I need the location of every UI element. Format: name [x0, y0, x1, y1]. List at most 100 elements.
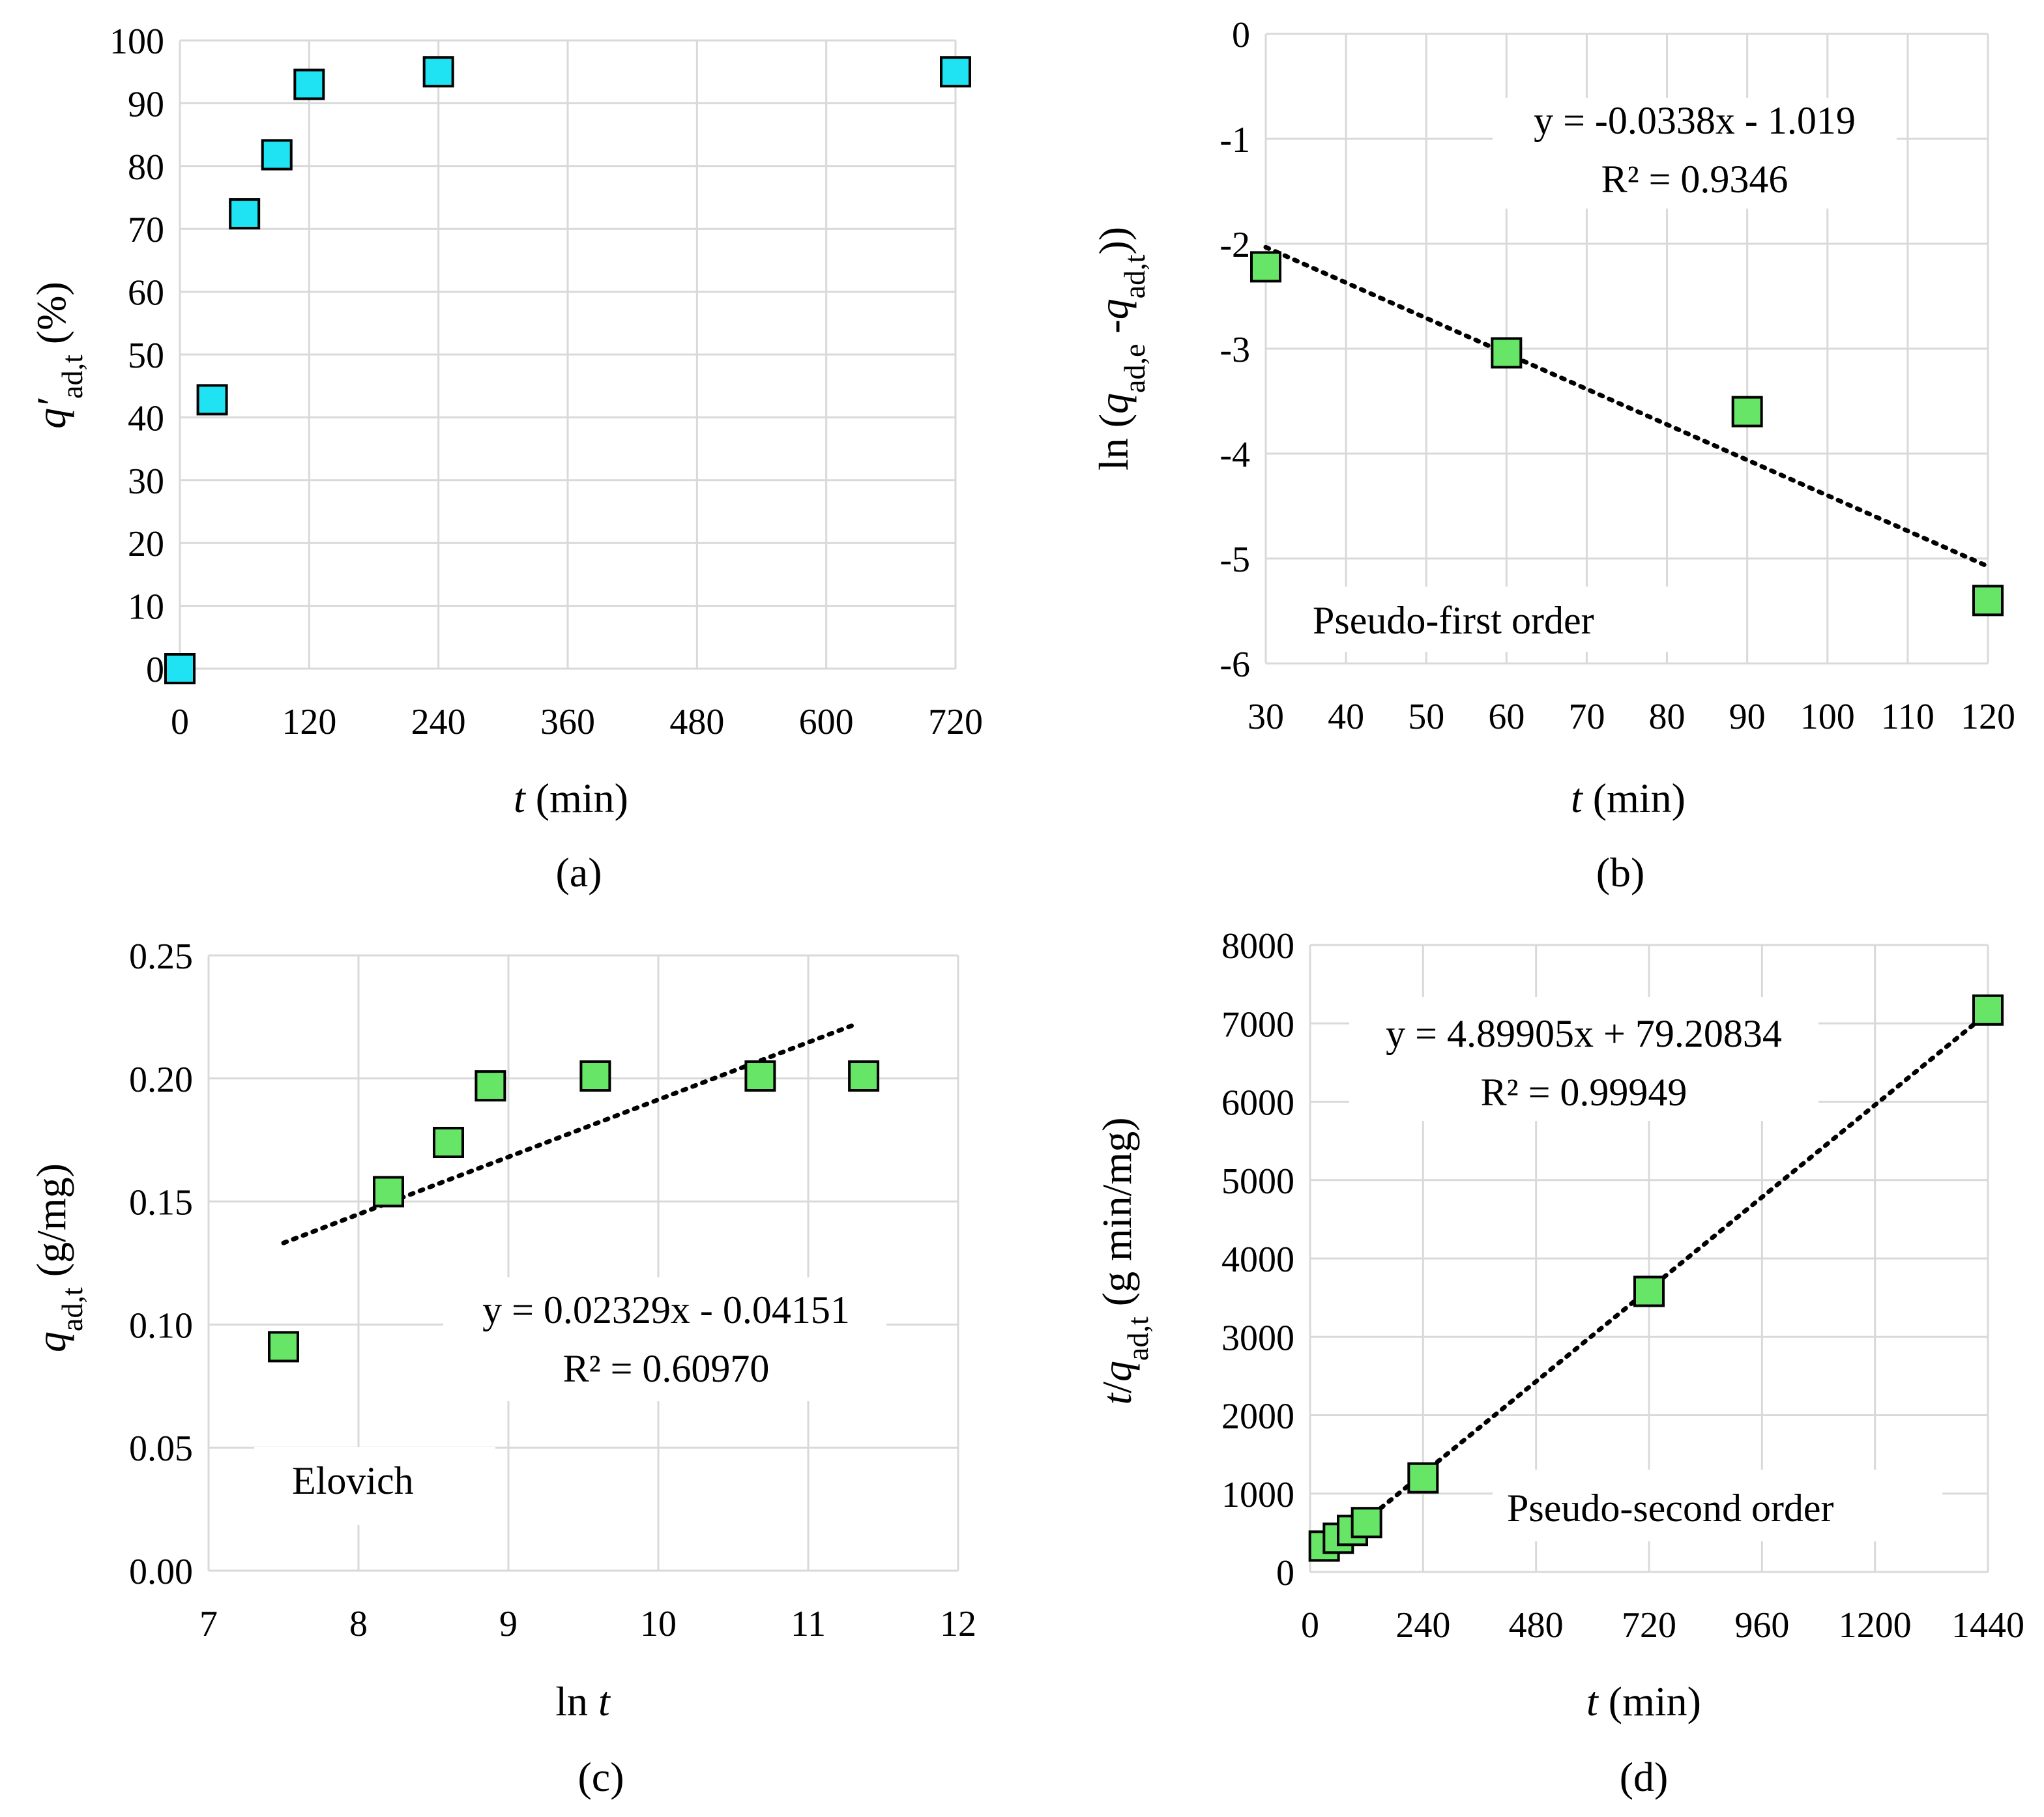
panel-b-trendline-layer [1263, 244, 1991, 569]
panel-c-y-tick-label: 0.00 [129, 1552, 193, 1592]
panel-b-data-point [1972, 585, 2004, 617]
panel-b-x-tick-label: 30 [1248, 697, 1284, 737]
panel-d-x-ticks: 0 240 480 720 960 1200 1440 [1301, 1605, 2024, 1646]
panel-a-x-tick-label: 480 [669, 702, 724, 742]
panel-a-y-tick-label: 80 [128, 147, 164, 188]
panel-c-x-tick-label: 11 [791, 1604, 826, 1644]
panel-b-x-tick-label: 40 [1328, 697, 1364, 737]
panel-b-y-axis-title: ln (qad,e -qad,t)) [1090, 227, 1151, 471]
panel-b-label: (b) [1596, 849, 1645, 895]
panel-a-x-tick-label: 240 [411, 702, 466, 742]
panel-a-data-point [229, 198, 261, 230]
panel-c-model-label-background [254, 1447, 495, 1525]
panel-c-x-tick-label: 12 [940, 1604, 976, 1644]
panel-b-y-tick-label: 0 [1232, 15, 1250, 55]
panel-d-x-tick-label: 1200 [1839, 1605, 1912, 1646]
panel-b-y-ticks: 0 -1 -2 -3 -4 -5 -6 [1219, 15, 1250, 685]
panel-a-data-point [293, 68, 325, 100]
panel-c-label: (c) [577, 1754, 624, 1800]
panel-a-data-point [422, 56, 454, 88]
panel-b-y-tick-label: -3 [1219, 330, 1250, 370]
panel-c-r-squared: R² = 0.60970 [563, 1347, 770, 1390]
panel-b-data-point [1491, 337, 1523, 369]
panel-d-y-tick-label: 2000 [1221, 1397, 1294, 1437]
panel-a-y-tick-label: 90 [128, 84, 164, 124]
panel-c-x-tick-label: 7 [199, 1604, 218, 1644]
panel-a: 0 120 240 360 480 600 720 0 10 20 30 40 50 60 70 80 90 1… [28, 22, 983, 895]
panel-c-y-axis-title: qad,t (g/mg) [28, 1163, 89, 1352]
panel-a-y-tick-label: 10 [128, 587, 164, 628]
panel-b-model-label-background [1297, 587, 1721, 652]
panel-d-y-axis-title: t/qad,t (g min/mg) [1094, 1117, 1154, 1404]
panel-b-x-tick-label: 50 [1408, 697, 1444, 737]
panel-a-y-tick-label: 50 [128, 336, 164, 376]
panel-a-x-ticks: 0 120 240 360 480 600 720 [171, 702, 983, 742]
panel-d-data-point [1633, 1275, 1665, 1307]
panel-d-y-tick-label: 0 [1276, 1553, 1294, 1593]
panel-c-x-tick-label: 9 [499, 1604, 518, 1644]
panel-a-y-tick-label: 40 [128, 398, 164, 439]
panel-d-y-tick-label: 6000 [1221, 1083, 1294, 1124]
panel-a-x-axis-title: t (min) [514, 775, 628, 821]
panel-a-y-ticks: 0 10 20 30 40 50 60 70 80 90 100 [110, 22, 164, 690]
panel-d-x-tick-label: 720 [1622, 1605, 1676, 1646]
panel-c-x-tick-label: 10 [640, 1604, 677, 1644]
panel-a-data-point [940, 56, 971, 88]
panel-b-model-label: Pseudo-first order [1313, 599, 1594, 642]
panel-b-data-point [1250, 251, 1281, 283]
panel-c-data-point [268, 1331, 299, 1363]
panel-b-x-ticks: 30 40 50 60 70 80 90 100 110 120 [1248, 697, 2015, 737]
panel-d-data-point [1972, 994, 2004, 1026]
panel-d-x-axis-title: t (min) [1586, 1678, 1701, 1724]
panel-c: 7 8 9 10 11 12 0.00 0.05 0.10 0.15 0.20 0.25 y = 0… [28, 937, 976, 1800]
panel-a-x-tick-label: 600 [799, 702, 854, 742]
panel-a-x-tick-label: 360 [540, 702, 595, 742]
panel-c-model-label: Elovich [292, 1459, 414, 1502]
panel-c-x-ticks: 7 8 9 10 11 12 [199, 1604, 976, 1644]
panel-c-equation: y = 0.02329x - 0.04151 [482, 1288, 850, 1331]
panel-b-data-point [1731, 396, 1763, 428]
panel-b-x-tick-label: 90 [1729, 697, 1766, 737]
panel-b-y-tick-label: -6 [1219, 645, 1250, 685]
panel-d: 0 240 480 720 960 1200 1440 0 1000 2000 3000 4000 5… [1094, 926, 2024, 1800]
panel-b-x-tick-label: 120 [1961, 697, 2015, 737]
panel-c-y-tick-label: 0.25 [129, 937, 193, 977]
panel-c-markers [268, 1060, 880, 1363]
panel-a-y-tick-label: 70 [128, 210, 164, 250]
panel-c-equation-background [443, 1277, 886, 1401]
panel-a-y-tick-label: 20 [128, 524, 164, 564]
panel-d-equation: y = 4.89905x + 79.20834 [1386, 1012, 1782, 1055]
panel-d-r-squared: R² = 0.99949 [1481, 1071, 1687, 1114]
panel-a-data-point [261, 139, 293, 171]
panel-c-data-point [848, 1060, 880, 1092]
panel-a-y-axis-title: q′ad,t (%) [28, 282, 89, 429]
panel-a-y-tick-label: 60 [128, 273, 164, 313]
panel-a-x-tick-label: 120 [282, 702, 336, 742]
panel-a-data-point [196, 384, 228, 416]
panel-c-data-point [474, 1070, 506, 1102]
panel-c-x-tick-label: 8 [349, 1604, 368, 1644]
panel-a-x-tick-label: 720 [928, 702, 983, 742]
panel-d-equation-background [1349, 997, 1818, 1121]
panel-a-label: (a) [555, 849, 602, 895]
panel-d-markers [1308, 994, 2004, 1562]
panel-c-x-axis-title: ln t [555, 1678, 611, 1724]
panel-b-y-tick-label: -4 [1219, 435, 1250, 475]
panel-b-trendline [1263, 244, 1991, 569]
panel-b-r-squared: R² = 0.9346 [1601, 158, 1788, 201]
panel-c-data-point [373, 1176, 404, 1208]
panel-c-trendline [281, 1021, 859, 1245]
panel-d-label: (d) [1620, 1754, 1669, 1800]
panel-c-data-point [579, 1060, 611, 1092]
panel-d-y-tick-label: 7000 [1221, 1004, 1294, 1045]
panel-b-equation-background [1493, 98, 1897, 209]
panel-a-data-point [164, 653, 196, 684]
panel-d-x-tick-label: 480 [1509, 1605, 1564, 1646]
panel-b-y-tick-label: -1 [1219, 120, 1250, 160]
panel-b-x-tick-label: 110 [1881, 697, 1934, 737]
panel-c-data-point [744, 1060, 776, 1092]
panel-d-y-tick-label: 8000 [1221, 926, 1294, 967]
panel-d-data-point [1350, 1507, 1382, 1539]
panel-b-markers [1250, 251, 2004, 617]
